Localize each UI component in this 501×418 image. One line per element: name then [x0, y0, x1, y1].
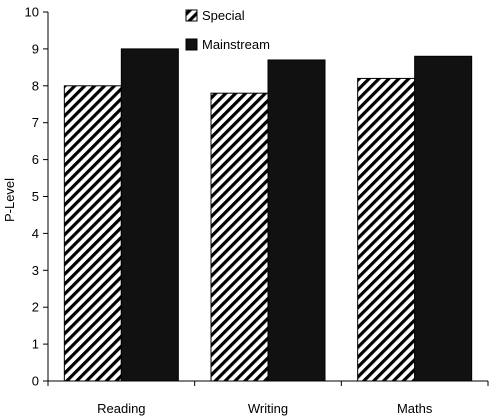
bar-mainstream-writing [267, 59, 326, 382]
y-tick-label: 4 [32, 226, 39, 241]
y-tick-label: 10 [25, 5, 39, 20]
y-tick-label: 1 [32, 337, 39, 352]
y-tick-label: 7 [32, 115, 39, 130]
y-tick-label: 2 [32, 300, 39, 315]
bar-special-writing [210, 92, 269, 382]
y-tick-label: 8 [32, 78, 39, 93]
bar-special-reading [63, 85, 122, 382]
y-tick-label: 9 [32, 41, 39, 56]
y-tick-label: 5 [32, 189, 39, 204]
y-tick-label: 6 [32, 152, 39, 167]
x-category-label: Maths [397, 401, 433, 416]
legend-label-mainstream: Mainstream [202, 37, 270, 52]
y-tick-label: 0 [32, 374, 39, 389]
legend-swatch-special [185, 9, 198, 22]
plot-area: 0 1 2 3 4 5 6 7 8 9 10 Reading Writing Maths [25, 5, 489, 416]
bar-special-maths [357, 77, 416, 382]
bar-mainstream-reading [120, 48, 179, 382]
legend-swatch-mainstream [185, 38, 198, 51]
x-category-label: Reading [97, 401, 145, 416]
legend-label-special: Special [202, 8, 245, 23]
y-axis-title: P-Level [2, 178, 17, 222]
x-category-label: Writing [248, 401, 288, 416]
legend: Special Mainstream [185, 8, 270, 52]
bar-mainstream-maths [414, 55, 473, 382]
y-tick-label: 3 [32, 263, 39, 278]
